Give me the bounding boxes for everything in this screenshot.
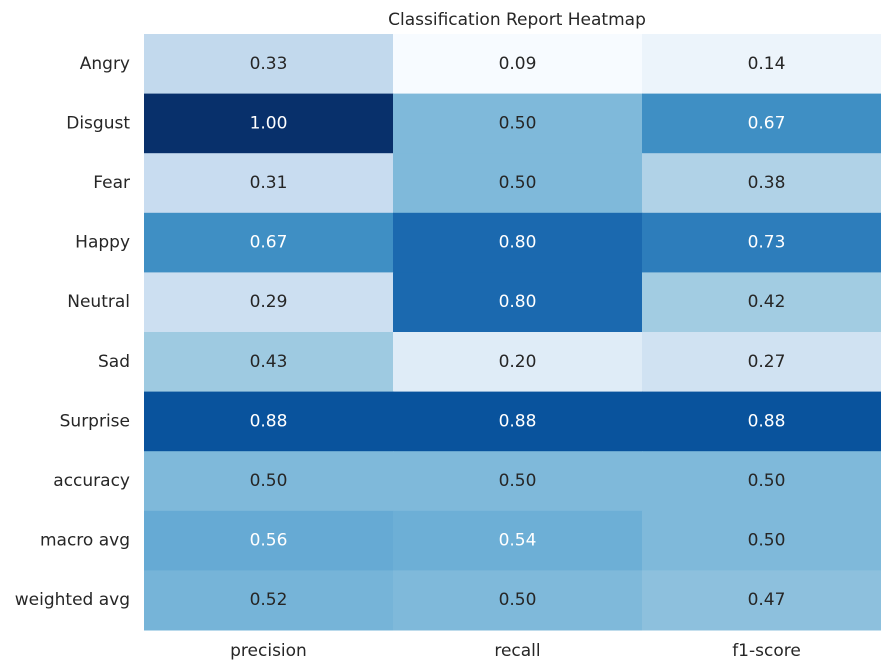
heatmap-cell <box>393 451 643 512</box>
cell-label: 0.33 <box>250 54 288 74</box>
cell-label: 0.67 <box>250 233 288 253</box>
x-tick-label: precision <box>230 641 307 661</box>
heatmap-cell <box>642 332 881 393</box>
heatmap-cell <box>393 570 643 631</box>
heatmap-cell <box>144 212 394 273</box>
cell-label: 0.80 <box>499 233 537 253</box>
y-tick-label: Surprise <box>60 411 130 431</box>
y-tick-label: Fear <box>93 173 130 193</box>
cell-label: 0.31 <box>250 173 288 193</box>
heatmap-cell <box>144 570 394 631</box>
x-tick-label: f1-score <box>732 641 801 661</box>
cell-label: 0.38 <box>748 173 786 193</box>
cell-label: 0.73 <box>748 233 786 253</box>
y-tick-label: macro avg <box>40 531 130 551</box>
x-tick-label: recall <box>494 641 540 661</box>
y-tick-label: accuracy <box>53 471 130 491</box>
y-tick-label: Disgust <box>66 113 130 133</box>
heatmap-cell <box>393 93 643 154</box>
heatmap-cell <box>144 153 394 214</box>
heatmap-cell <box>642 34 881 95</box>
y-tick-label: weighted avg <box>15 590 130 610</box>
cell-label: 0.50 <box>250 471 288 491</box>
cell-label: 0.50 <box>499 471 537 491</box>
heatmap-cell <box>144 332 394 393</box>
cell-label: 0.14 <box>748 54 786 74</box>
heatmap-cell <box>393 34 643 95</box>
cell-label: 0.50 <box>499 173 537 193</box>
cell-label: 0.50 <box>748 471 786 491</box>
cell-label: 0.67 <box>748 113 786 133</box>
cell-label: 0.47 <box>748 590 786 610</box>
heatmap-cell <box>393 153 643 214</box>
heatmap-cell <box>144 93 394 154</box>
heatmap-cell <box>144 391 394 452</box>
cell-label: 0.88 <box>748 411 786 431</box>
cell-label: 0.50 <box>748 531 786 551</box>
cell-label: 0.50 <box>499 113 537 133</box>
cell-label: 0.43 <box>250 352 288 372</box>
cell-label: 0.09 <box>499 54 537 74</box>
heatmap-cell <box>642 212 881 273</box>
heatmap-cell <box>642 391 881 452</box>
cell-label: 0.50 <box>499 590 537 610</box>
y-tick-label: Angry <box>80 54 130 74</box>
cell-label: 0.29 <box>250 292 288 312</box>
cell-label: 0.56 <box>250 531 288 551</box>
cell-label: 1.00 <box>250 113 288 133</box>
heatmap-cell <box>144 34 394 95</box>
y-tick-label: Happy <box>75 233 130 253</box>
heatmap-cell <box>393 391 643 452</box>
cell-label: 0.54 <box>499 531 537 551</box>
cell-label: 0.27 <box>748 352 786 372</box>
heatmap-cell <box>393 332 643 393</box>
heatmap-cell <box>393 212 643 273</box>
cell-label: 0.42 <box>748 292 786 312</box>
heatmap-cell <box>642 510 881 571</box>
chart-title: Classification Report Heatmap <box>388 10 646 30</box>
cell-label: 0.52 <box>250 590 288 610</box>
heatmap-cell <box>642 153 881 214</box>
heatmap-cell <box>144 451 394 512</box>
heatmap-cell <box>144 510 394 571</box>
heatmap-cell <box>642 451 881 512</box>
cell-label: 0.88 <box>499 411 537 431</box>
y-tick-label: Sad <box>98 352 130 372</box>
cell-label: 0.88 <box>250 411 288 431</box>
heatmap-cell <box>642 272 881 333</box>
heatmap-cell <box>393 272 643 333</box>
y-tick-label: Neutral <box>67 292 130 312</box>
heatmap-cell <box>642 570 881 631</box>
cell-label: 0.20 <box>499 352 537 372</box>
cell-label: 0.80 <box>499 292 537 312</box>
heatmap-cell <box>393 510 643 571</box>
heatmap-cell <box>144 272 394 333</box>
heatmap-cell <box>642 93 881 154</box>
